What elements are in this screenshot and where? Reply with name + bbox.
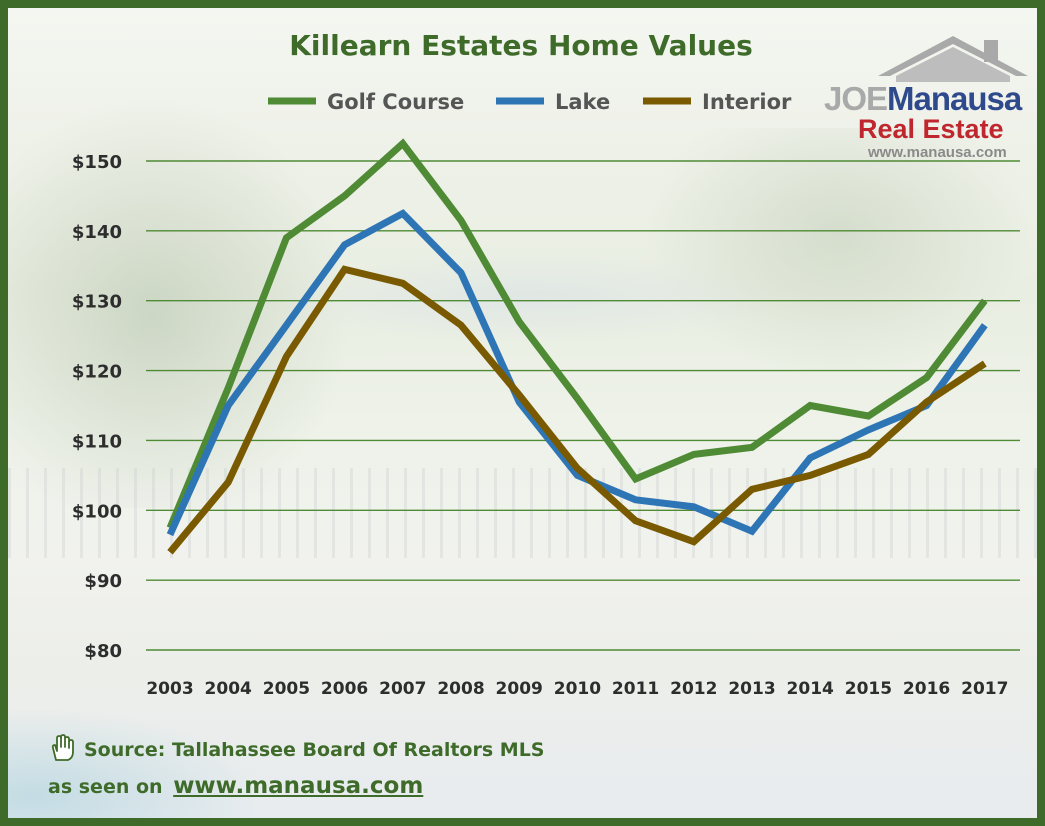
x-tick-label: 2017 xyxy=(961,679,1008,699)
x-tick-label: 2014 xyxy=(787,679,834,699)
logo-url: www.manausa.com xyxy=(868,144,1007,161)
y-tick-label: $100 xyxy=(72,501,122,522)
source-note: Source: Tallahassee Board Of Realtors ML… xyxy=(48,734,544,762)
y-tick-label: $150 xyxy=(72,152,122,173)
legend: Golf Course Lake Interior xyxy=(268,90,792,114)
y-tick-label: $80 xyxy=(84,641,122,662)
seen-on-line: as seen on www.manausa.com xyxy=(48,773,423,799)
y-tick-label: $120 xyxy=(72,362,122,383)
background-pool xyxy=(8,708,268,818)
series-line-interior xyxy=(167,265,987,555)
y-tick-label: $140 xyxy=(72,222,122,243)
y-tick-label: $130 xyxy=(72,292,122,313)
x-tick-label: 2007 xyxy=(379,679,426,699)
line-chart: $80$90$100$110$120$130$140$150 2003 2004 2… xyxy=(72,29,1020,699)
x-tick-label: 2016 xyxy=(903,679,950,699)
chart-title: Killearn Estates Home Values xyxy=(289,29,753,62)
x-tick-label: 2012 xyxy=(670,679,717,699)
x-tick-label: 2009 xyxy=(496,679,543,699)
x-tick-label: 2005 xyxy=(263,679,310,699)
x-tick-label: 2011 xyxy=(612,679,659,699)
x-tick-label: 2013 xyxy=(728,679,775,699)
x-tick-label: 2003 xyxy=(146,679,193,699)
legend-label-golf-course: Golf Course xyxy=(327,90,464,114)
x-tick-label: 2010 xyxy=(554,679,601,699)
series-lines xyxy=(166,138,988,555)
legend-label-interior: Interior xyxy=(702,90,792,114)
x-tick-label: 2008 xyxy=(437,679,484,699)
pointing-hand-icon xyxy=(51,734,74,761)
company-logo: JOEManausa Real Estate www.manausa.com xyxy=(816,30,1037,161)
x-axis-ticks: 2003 2004 2005 2006 2007 2008 2009 2010 2011 2012… xyxy=(146,679,1008,699)
y-tick-label: $110 xyxy=(72,431,122,452)
logo-real-estate: Real Estate xyxy=(858,114,1004,144)
y-axis-ticks: $80 $90 $100 $110 $120 $130 $140 $150 xyxy=(72,152,122,662)
series-line-lake xyxy=(166,209,988,537)
logo-name: JOEManausa xyxy=(824,80,1022,117)
series-line-golf-course xyxy=(166,138,988,530)
legend-label-lake: Lake xyxy=(555,90,610,114)
x-tick-label: 2006 xyxy=(321,679,368,699)
website-link[interactable]: www.manausa.com xyxy=(173,773,424,799)
x-tick-label: 2015 xyxy=(845,679,892,699)
house-roof-icon xyxy=(878,36,1028,82)
x-tick-label: 2004 xyxy=(205,679,252,699)
y-tick-label: $90 xyxy=(84,571,122,592)
seen-on-text: as seen on xyxy=(48,776,163,798)
source-text: Source: Tallahassee Board Of Realtors ML… xyxy=(84,739,545,761)
